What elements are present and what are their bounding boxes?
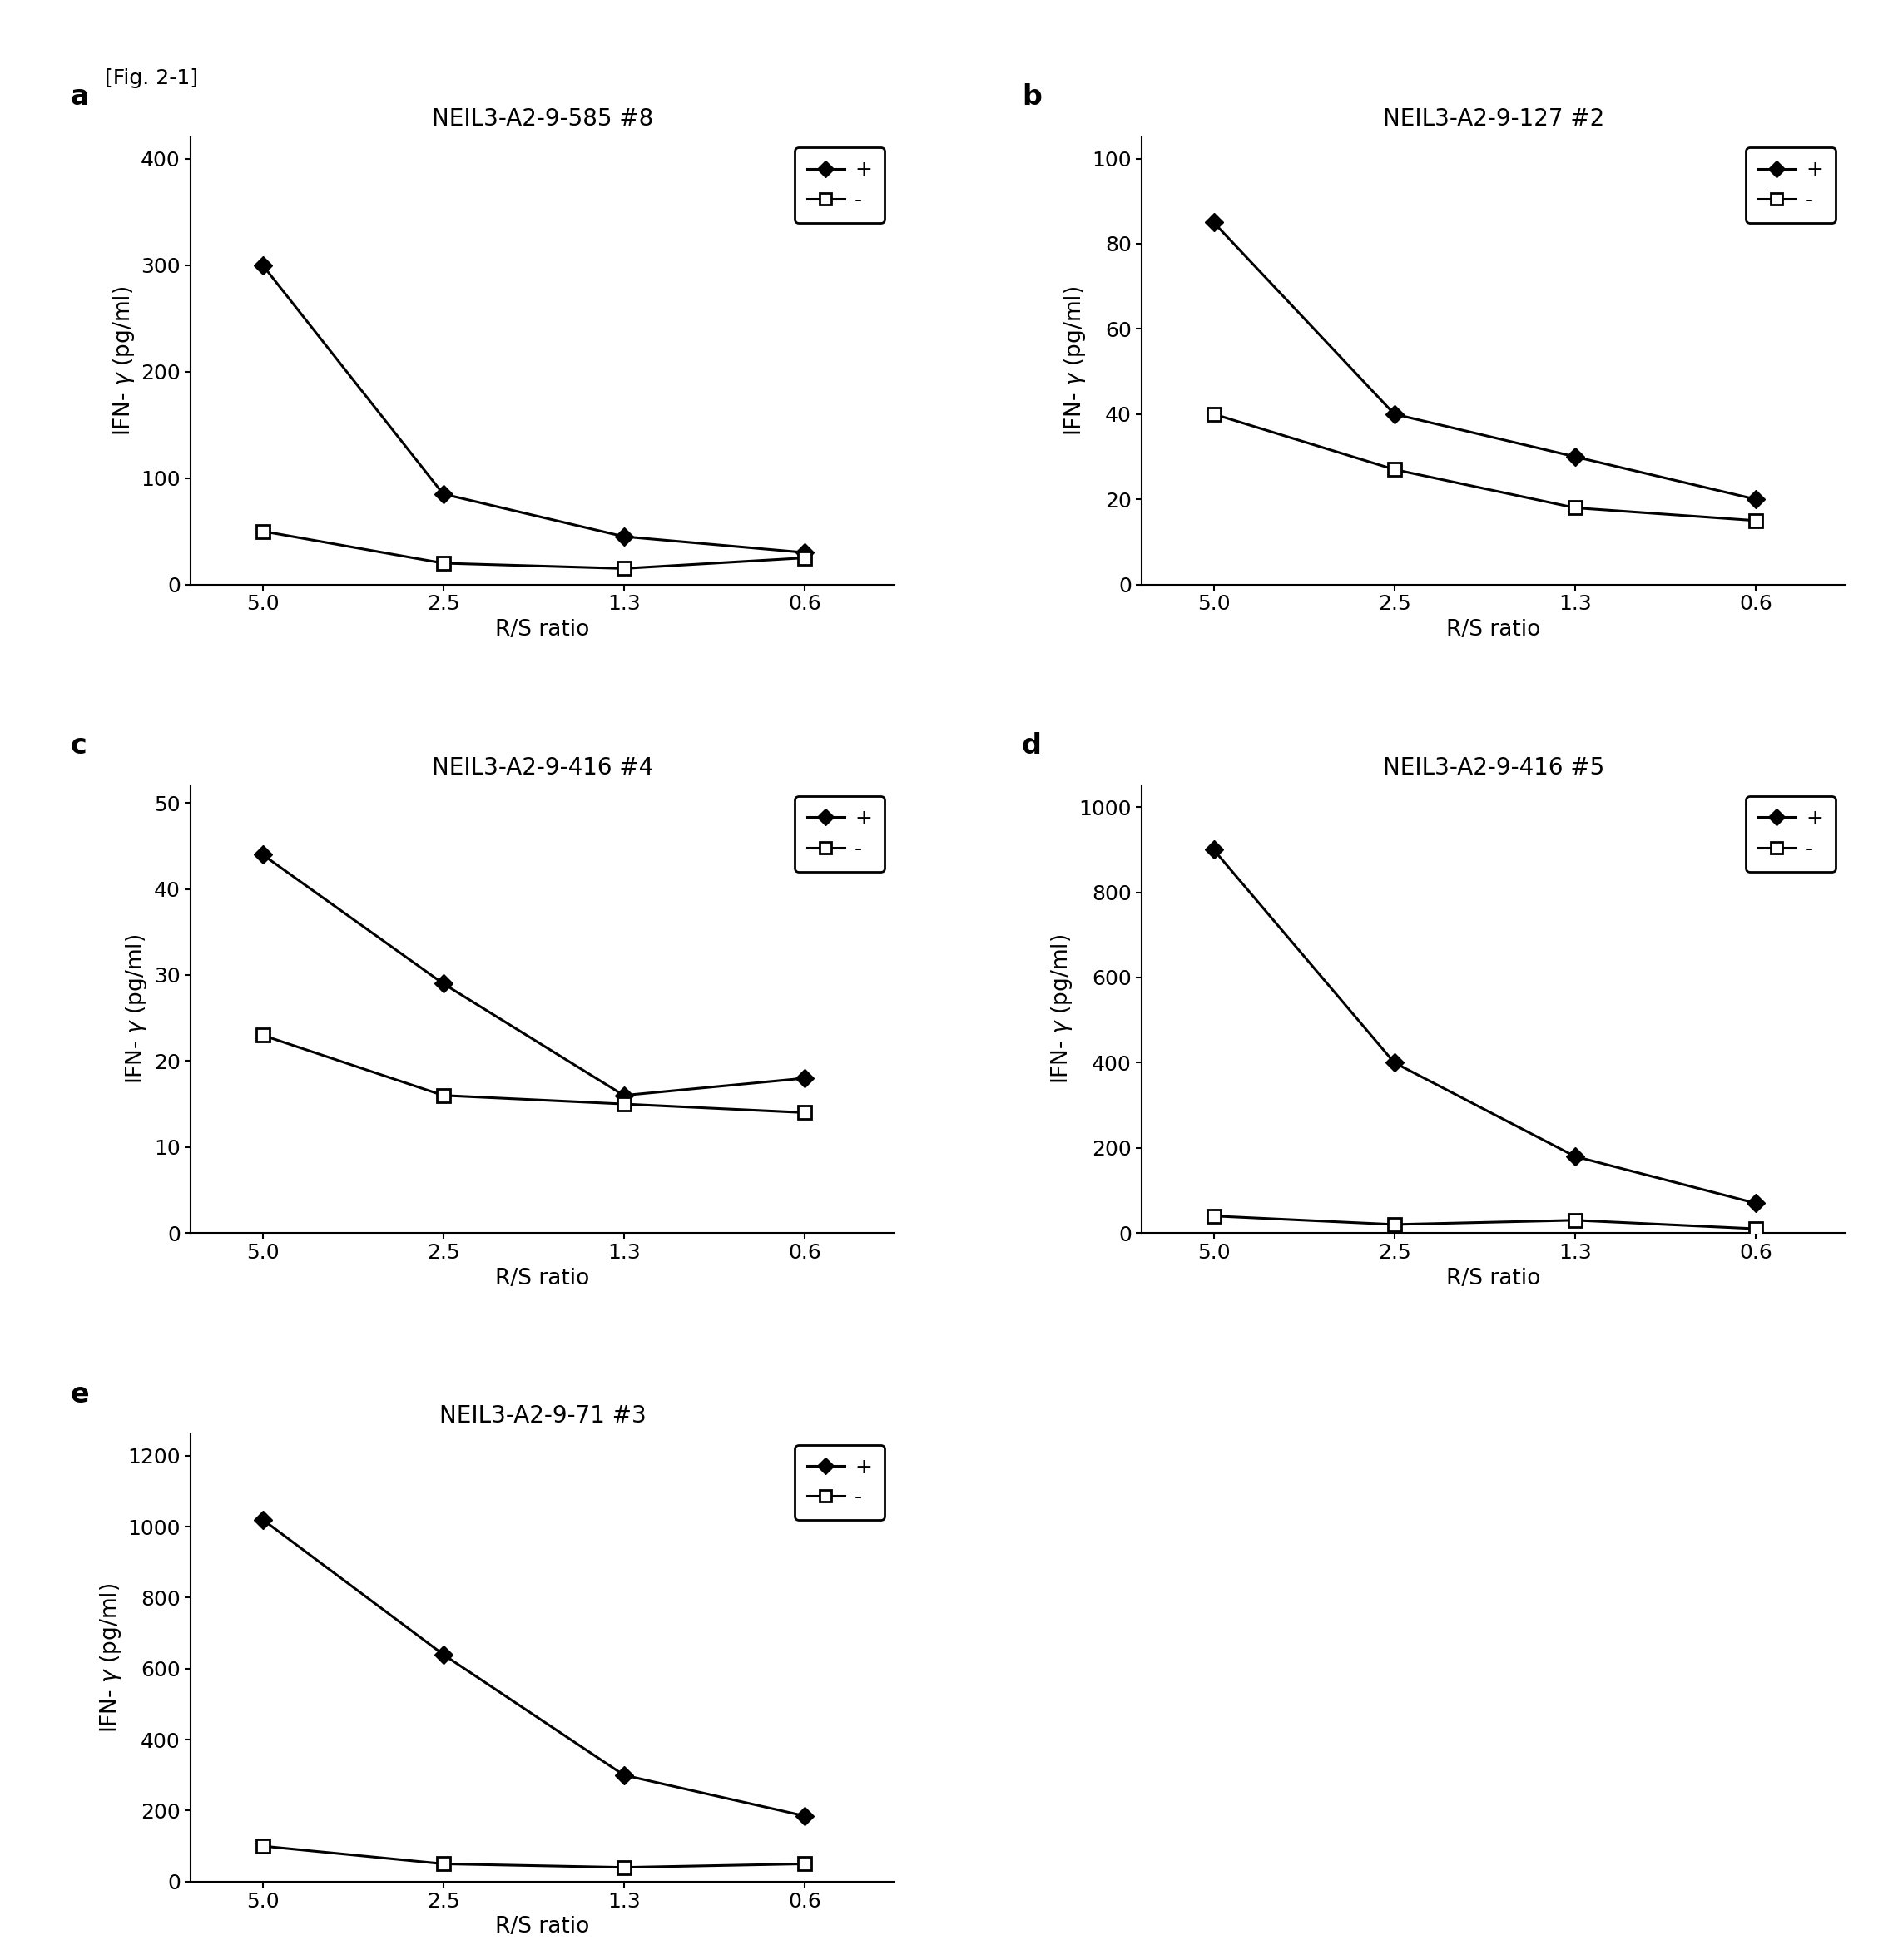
Y-axis label: IFN- $\it{\gamma}$ (pg/ml): IFN- $\it{\gamma}$ (pg/ml) (1049, 935, 1073, 1084)
Y-axis label: IFN- $\it{\gamma}$ (pg/ml): IFN- $\it{\gamma}$ (pg/ml) (1062, 286, 1087, 435)
Text: e: e (70, 1380, 89, 1407)
Y-axis label: IFN- $\it{\gamma}$ (pg/ml): IFN- $\it{\gamma}$ (pg/ml) (97, 1584, 124, 1733)
Title: NEIL3-A2-9-416 #4: NEIL3-A2-9-416 #4 (432, 757, 653, 780)
Title: NEIL3-A2-9-416 #5: NEIL3-A2-9-416 #5 (1383, 757, 1604, 780)
Legend: +, -: +, - (1745, 796, 1836, 872)
X-axis label: R/S ratio: R/S ratio (495, 1917, 590, 1938)
Text: b: b (1022, 84, 1041, 112)
Title: NEIL3-A2-9-71 #3: NEIL3-A2-9-71 #3 (440, 1405, 645, 1427)
Y-axis label: IFN- $\it{\gamma}$ (pg/ml): IFN- $\it{\gamma}$ (pg/ml) (110, 286, 137, 435)
X-axis label: R/S ratio: R/S ratio (1446, 1268, 1541, 1290)
Legend: +, -: +, - (794, 796, 885, 872)
X-axis label: R/S ratio: R/S ratio (495, 1268, 590, 1290)
Title: NEIL3-A2-9-127 #2: NEIL3-A2-9-127 #2 (1383, 108, 1604, 131)
Y-axis label: IFN- $\it{\gamma}$ (pg/ml): IFN- $\it{\gamma}$ (pg/ml) (124, 935, 148, 1084)
Text: c: c (70, 733, 88, 760)
X-axis label: R/S ratio: R/S ratio (495, 619, 590, 641)
Text: [Fig. 2-1]: [Fig. 2-1] (105, 69, 198, 88)
Legend: +, -: +, - (794, 147, 885, 223)
Legend: +, -: +, - (1745, 147, 1836, 223)
Legend: +, -: +, - (794, 1445, 885, 1521)
Text: d: d (1022, 733, 1041, 760)
X-axis label: R/S ratio: R/S ratio (1446, 619, 1541, 641)
Title: NEIL3-A2-9-585 #8: NEIL3-A2-9-585 #8 (432, 108, 653, 131)
Text: a: a (70, 84, 89, 112)
